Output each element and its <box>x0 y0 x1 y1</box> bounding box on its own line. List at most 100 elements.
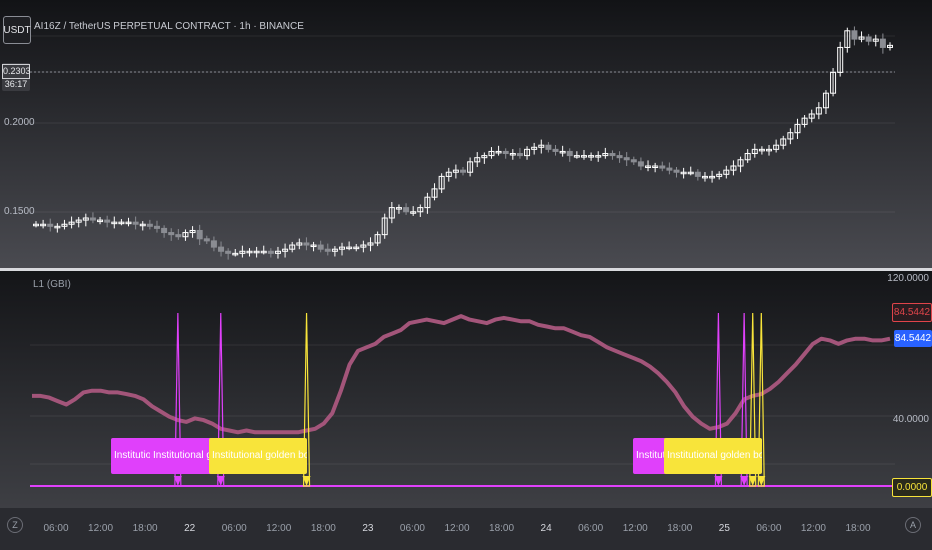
candle-body <box>146 223 153 227</box>
candle-body <box>203 238 210 242</box>
candle-body <box>267 250 274 254</box>
candle-body <box>182 232 189 238</box>
candle-body <box>353 246 360 250</box>
candle-body <box>282 248 289 252</box>
candle-body <box>865 36 872 42</box>
quote-currency-button[interactable]: USDT <box>3 16 31 44</box>
price-tick-0: 0.2000 <box>4 117 35 128</box>
time-tick: 25 <box>718 523 730 534</box>
candle-body <box>474 157 481 163</box>
candle-body <box>75 219 82 223</box>
candle-body <box>573 155 580 158</box>
candle-body <box>218 246 225 252</box>
candle-body <box>516 153 523 157</box>
candle-body <box>872 38 879 42</box>
candle-body <box>82 217 89 221</box>
signal-arrow <box>757 476 766 486</box>
candle-body <box>879 38 886 48</box>
candle-body <box>588 155 595 158</box>
indicator-tick-0: 120.0000 <box>887 273 929 284</box>
candle-body <box>54 225 61 229</box>
signal-arrow <box>748 476 757 486</box>
candle-body <box>887 44 893 48</box>
candle-body <box>410 211 417 214</box>
bar-countdown: 36:17 <box>4 79 28 89</box>
candle-body <box>851 30 858 40</box>
candle-body <box>552 148 559 152</box>
time-axis[interactable] <box>0 508 932 550</box>
last-price-value: 0.2303 <box>2 64 31 79</box>
zoom-reset-button[interactable]: Z <box>7 517 23 533</box>
candle-body <box>815 107 822 115</box>
candle-body <box>758 148 765 152</box>
time-tick: 18:00 <box>845 523 871 534</box>
time-tick: 22 <box>184 523 196 534</box>
candle-body <box>609 153 616 157</box>
time-tick: 06:00 <box>756 523 782 534</box>
candle-body <box>673 169 680 173</box>
candle-body <box>310 244 317 248</box>
candle-body <box>139 223 146 227</box>
time-tick: 18:00 <box>310 523 336 534</box>
candle-body <box>196 229 203 240</box>
candle-body <box>104 219 111 223</box>
time-tick: 18:00 <box>132 523 158 534</box>
last-price-marker: 0.2303 36:17 <box>2 63 31 91</box>
candle-body <box>175 234 182 238</box>
signal-arrow <box>714 476 723 486</box>
time-tick: 06:00 <box>221 523 247 534</box>
candle-body <box>403 207 410 213</box>
indicator-value-red: 84.5442 <box>892 303 932 322</box>
candle-body <box>637 161 644 167</box>
candle-body <box>858 36 865 40</box>
signal-arrow <box>173 476 182 486</box>
candle-body <box>502 150 509 155</box>
candle-body <box>161 227 168 234</box>
candle-body <box>317 244 324 250</box>
candle-body <box>89 217 96 221</box>
candle-body <box>495 150 502 154</box>
candle-body <box>680 171 687 175</box>
candle-body <box>531 146 538 150</box>
candle-body <box>33 223 39 227</box>
candle-body <box>509 153 516 156</box>
indicator-tick-1: 40.0000 <box>892 414 929 425</box>
candle-body <box>488 150 495 157</box>
candle-body <box>744 153 751 161</box>
candle-body <box>431 188 438 198</box>
indicator-line <box>32 314 891 435</box>
candle-body <box>153 225 160 229</box>
indicator-title: L1 (GBI) <box>33 279 71 290</box>
candle-body <box>559 150 566 154</box>
candle-body <box>40 223 47 227</box>
candle-body <box>346 246 353 250</box>
time-tick: 12:00 <box>622 523 648 534</box>
candle-body <box>659 165 666 169</box>
price-pane[interactable] <box>0 0 932 270</box>
candle-body <box>837 46 844 73</box>
candle-body <box>709 175 716 179</box>
candle-body <box>189 229 196 234</box>
time-tick: 12:00 <box>444 523 470 534</box>
auto-scale-button[interactable]: A <box>905 517 921 533</box>
time-tick: 12:00 <box>88 523 114 534</box>
candle-body <box>652 165 659 168</box>
pane-separator[interactable] <box>0 268 932 271</box>
candle-body <box>339 246 346 250</box>
candle-body <box>118 221 125 225</box>
candle-body <box>61 223 68 227</box>
candle-body <box>822 92 829 109</box>
signal-label-1: Institutional golde <box>150 438 220 474</box>
candle-body <box>830 71 837 94</box>
candle-body <box>808 113 815 119</box>
symbol-title: AI16Z / TetherUS PERPETUAL CONTRACT · 1h… <box>34 21 304 32</box>
candle-body <box>787 132 794 140</box>
candle-body <box>794 123 801 134</box>
candle-body <box>623 157 630 161</box>
candle-body <box>645 165 652 168</box>
indicator-value-blue: 84.5442 <box>894 330 932 347</box>
signal-label-4: Institutional golden bottom <box>664 438 762 474</box>
candle-body <box>296 242 303 246</box>
time-tick: 12:00 <box>800 523 826 534</box>
